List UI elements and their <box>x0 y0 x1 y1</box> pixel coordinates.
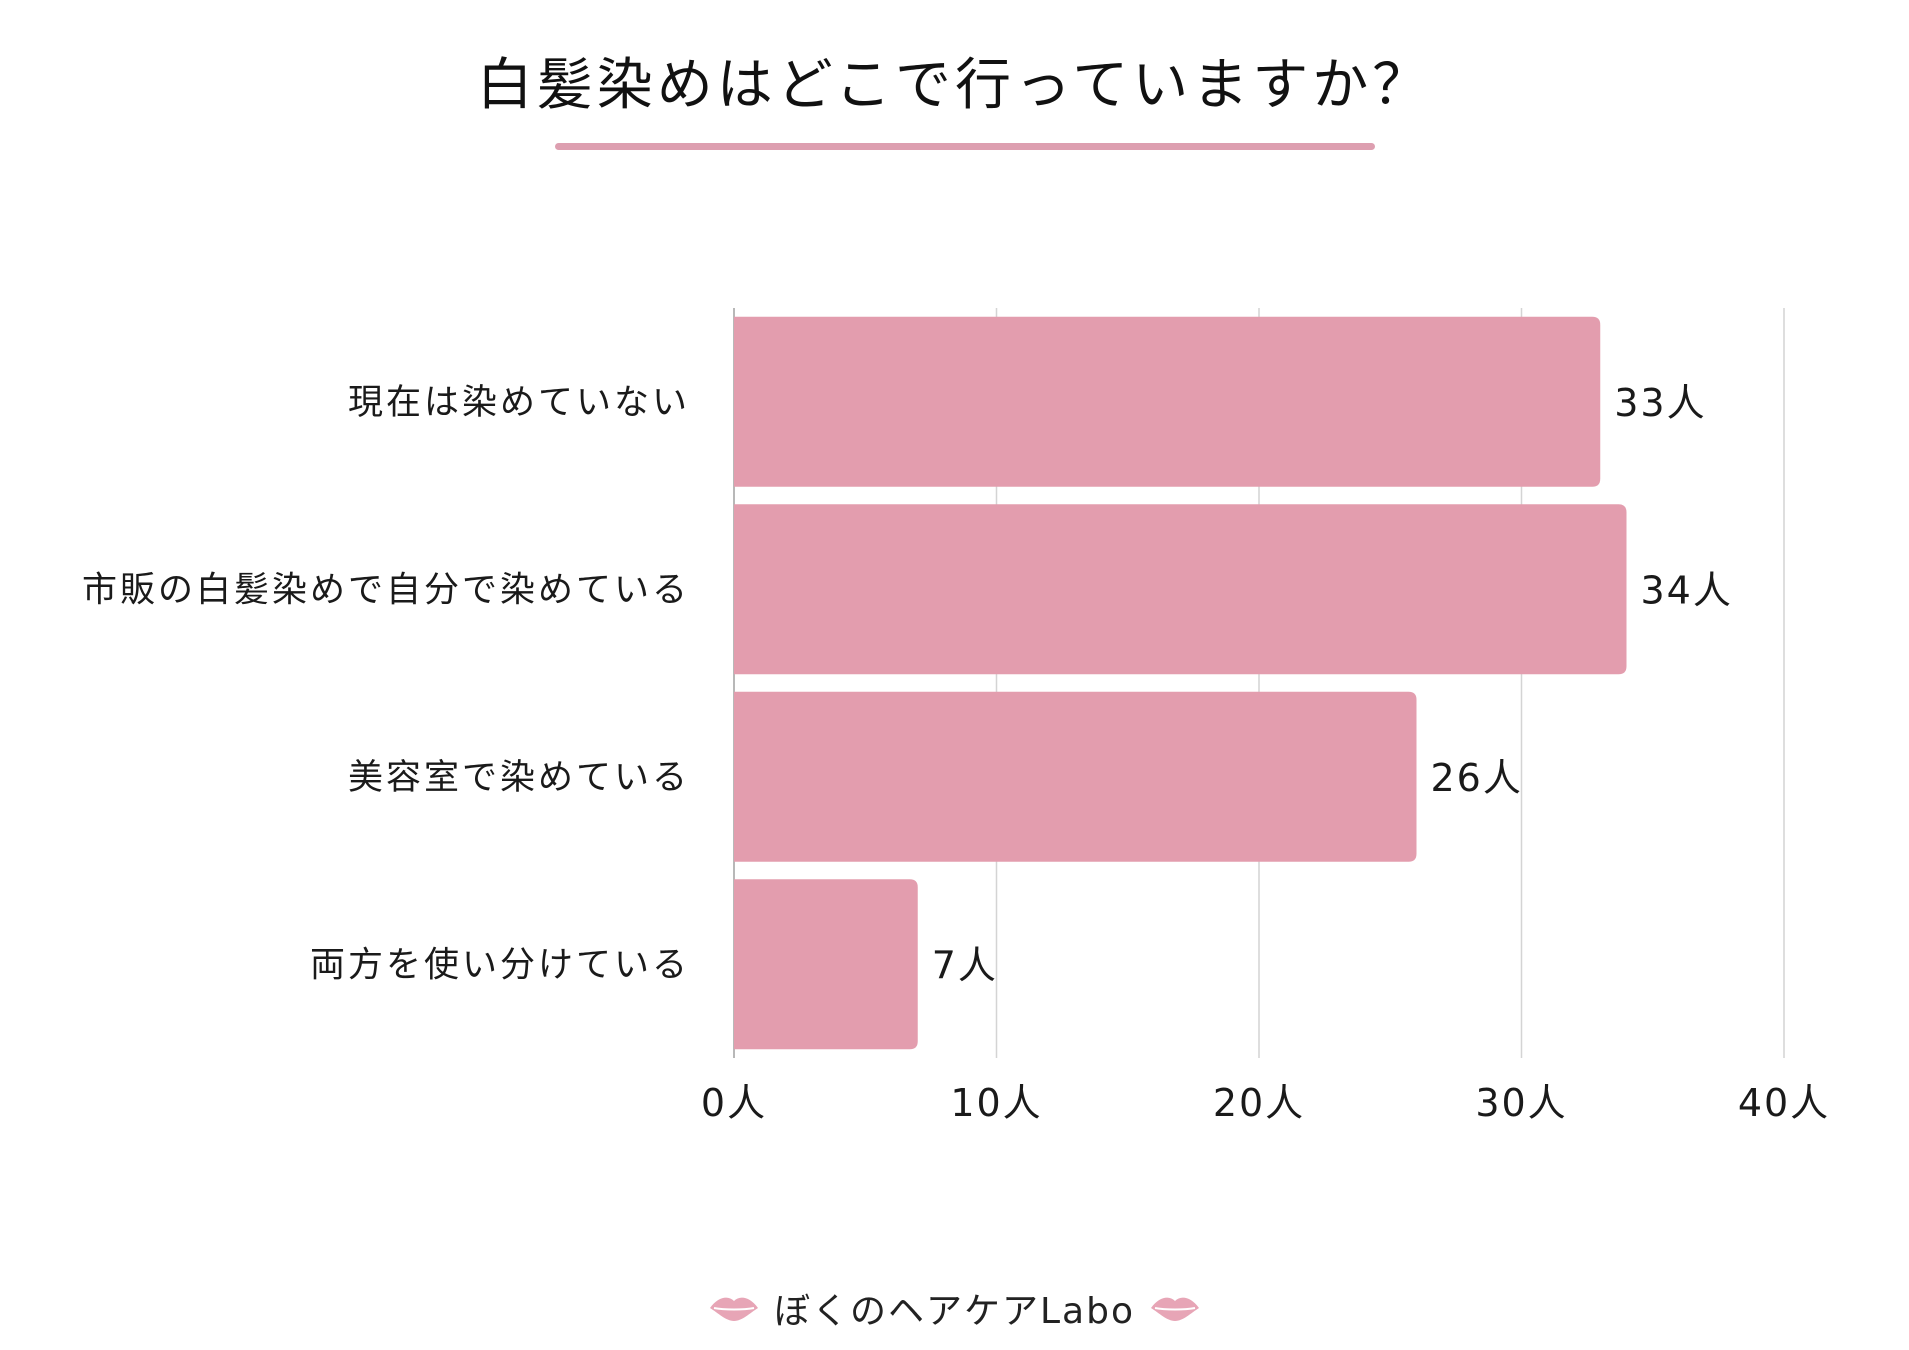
category-label: 現在は染めていない <box>348 383 690 423</box>
data-label: 26人 <box>1431 756 1523 800</box>
x-tick-label: 20人 <box>1213 1081 1305 1125</box>
x-tick-label: 0人 <box>701 1081 767 1125</box>
category-label: 両方を使い分けている <box>310 945 690 985</box>
category-label: 美容室で染めている <box>348 758 690 798</box>
bar <box>734 504 1627 675</box>
x-tick-label: 10人 <box>950 1081 1042 1125</box>
lips-icon <box>710 1297 758 1321</box>
bar <box>734 316 1601 487</box>
lips-icon <box>1151 1297 1199 1321</box>
footer-brand: ぼくのヘアケアLabo <box>0 1282 1909 1334</box>
title-underline <box>555 143 1375 150</box>
x-tick-label: 30人 <box>1475 1081 1567 1125</box>
data-label: 7人 <box>932 943 998 987</box>
data-label: 34人 <box>1641 568 1733 612</box>
brand-name: ぼくのヘアケアLabo <box>774 1291 1135 1332</box>
bar <box>734 691 1417 862</box>
category-label: 市販の白髪染めで自分で染めている <box>82 570 690 610</box>
x-tick-label: 40人 <box>1738 1081 1830 1125</box>
bar <box>734 879 918 1050</box>
chart-title: 白髪染めはどこで行っていますか？ <box>476 53 1433 118</box>
data-label: 33人 <box>1614 381 1706 425</box>
